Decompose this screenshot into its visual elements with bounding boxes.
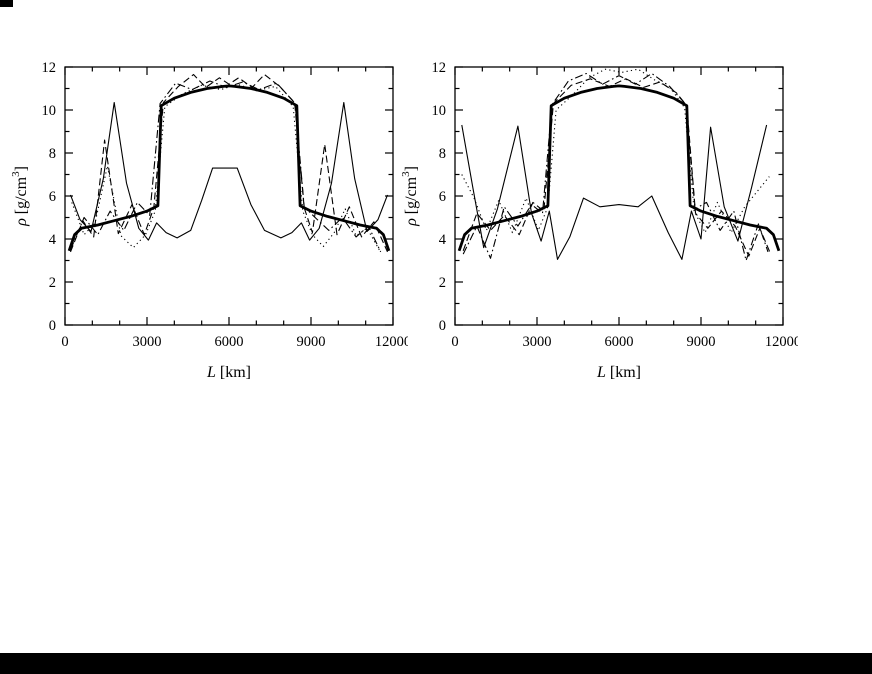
approx-profile-dotted — [71, 83, 380, 251]
x-tick-label: 12000 — [765, 334, 798, 350]
y-axis-label: ρ [g/cm3] — [400, 166, 420, 227]
y-tick-label: 0 — [439, 318, 446, 334]
x-tick-label: 6000 — [605, 334, 634, 350]
x-tick-label: 0 — [451, 334, 458, 350]
left-density-chart: 0 3000 6000 9000 12000 0 2 4 6 8 10 12 L [km] ρ [g/cm… — [8, 50, 411, 395]
y-tick-label: 10 — [432, 103, 447, 119]
approx-profile-dashed — [462, 78, 772, 257]
approx-profile-dashed — [69, 73, 389, 253]
x-axis-label: L [km] — [596, 364, 641, 381]
approx-profile-dashdot — [462, 72, 769, 262]
y-tick-label: 8 — [439, 146, 446, 162]
y-tick-label: 12 — [42, 60, 57, 76]
left-chart-svg: 0 3000 6000 9000 12000 0 2 4 6 8 10 12 L [km] ρ [g/cm… — [10, 60, 411, 381]
plot-frame — [454, 66, 784, 326]
x-tick-label: 3000 — [133, 334, 162, 350]
y-tick-label: 6 — [439, 189, 446, 205]
x-tick-label: 9000 — [297, 334, 326, 350]
y-tick-label: 4 — [439, 232, 447, 248]
x-tick-label: 9000 — [687, 334, 716, 350]
prem-profile-thick-solid — [67, 84, 391, 252]
approx-profile-thin-solid — [69, 101, 389, 241]
x-tick-label: 12000 — [375, 334, 408, 350]
y-tick-label: 4 — [49, 232, 57, 248]
y-tick-label: 2 — [439, 275, 446, 291]
x-tick-label: 0 — [61, 334, 68, 350]
approx-profile-dashdot — [69, 80, 382, 253]
y-tick-label: 10 — [42, 103, 57, 119]
approx-profile-dotted — [461, 68, 770, 234]
y-tick-label: 6 — [49, 189, 56, 205]
x-tick-label: 3000 — [523, 334, 552, 350]
right-chart-svg: 0 3000 6000 9000 12000 0 2 4 6 8 10 12 L [km] ρ [g/cm… — [400, 60, 801, 381]
y-tick-label: 2 — [49, 275, 56, 291]
y-tick-label: 0 — [49, 318, 56, 334]
y-axis-label: ρ [g/cm3] — [10, 166, 30, 227]
right-density-chart: 0 3000 6000 9000 12000 0 2 4 6 8 10 12 L [km] ρ [g/cm… — [398, 50, 801, 395]
x-tick-label: 6000 — [215, 334, 244, 350]
y-tick-label: 8 — [49, 146, 56, 162]
corner-mark — [0, 0, 13, 7]
y-tick-label: 12 — [432, 60, 447, 76]
x-axis-label: L [km] — [206, 364, 251, 381]
approx-profile-thin-solid — [461, 124, 768, 260]
bottom-bar — [0, 653, 872, 674]
